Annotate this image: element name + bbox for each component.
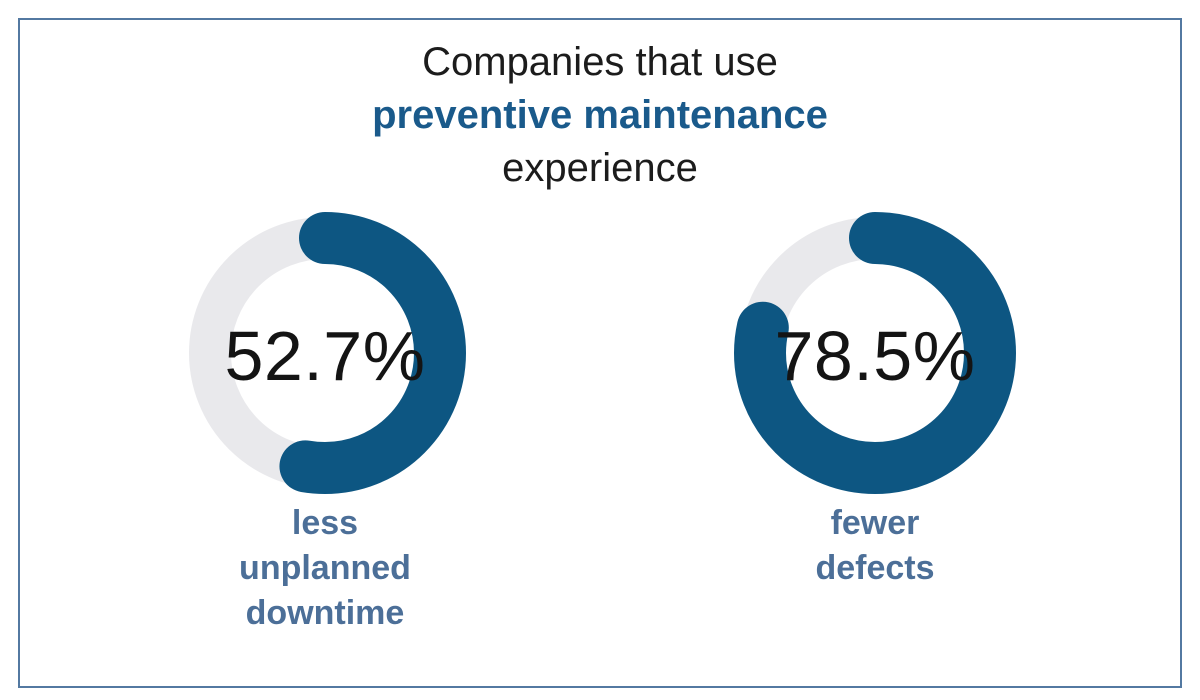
title-line-3: experience [502, 146, 698, 190]
title-line-2-highlight: preventive maintenance [372, 93, 828, 137]
donut-chart-fewer-defects: 78.5% fewer defects [733, 211, 1017, 636]
donut-svg-downtime [184, 212, 466, 494]
donut-progress-arc [734, 212, 1016, 494]
title-line-1: Companies that use [422, 40, 778, 84]
donut-caption-defects: fewer defects [815, 504, 935, 587]
donut-chart-unplanned-downtime: 52.7% less unplanned downtime [183, 211, 467, 636]
title-block: Companies that use preventive maintenanc… [20, 36, 1180, 195]
donut-svg-defects [734, 212, 1016, 494]
donut-caption-downtime: less unplanned downtime [239, 504, 411, 632]
donut-value-defects: 78.5% [774, 317, 976, 395]
donut-progress-arc [184, 212, 466, 494]
donut-value-downtime: 52.7% [224, 317, 426, 395]
donut-gauge-defects: 78.5% [733, 211, 1017, 495]
infographic-card: Companies that use preventive maintenanc… [18, 18, 1182, 688]
donut-row: 52.7% less unplanned downtime 78.5% fewe… [20, 211, 1180, 636]
donut-gauge-downtime: 52.7% [183, 211, 467, 495]
